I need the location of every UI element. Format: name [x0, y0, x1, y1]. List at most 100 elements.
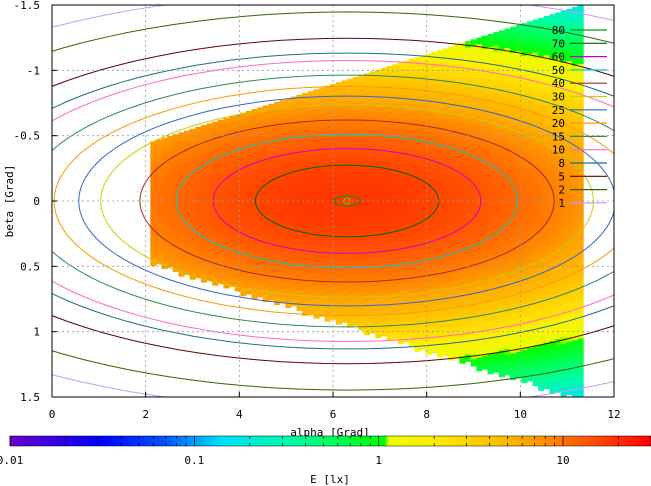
heat-cell — [526, 27, 534, 36]
heat-cell — [380, 152, 387, 160]
heat-cell — [481, 133, 489, 141]
heat-cell — [436, 232, 444, 241]
heat-cell — [245, 156, 253, 164]
heat-cell — [577, 338, 584, 346]
heat-cell — [352, 318, 359, 326]
heat-cell — [223, 124, 230, 132]
heat-cell — [414, 57, 421, 65]
heat-cell — [510, 46, 517, 54]
heat-cell — [375, 285, 382, 293]
heat-cell — [335, 186, 343, 194]
heat-cell — [375, 246, 382, 254]
heat-cell — [206, 234, 213, 242]
heat-cell — [375, 259, 382, 267]
heat-cell — [470, 287, 477, 295]
heat-cell — [425, 158, 432, 166]
heat-cell — [538, 128, 545, 137]
heat-cell — [307, 280, 314, 288]
heat-cell — [223, 268, 230, 276]
heat-cell — [161, 176, 168, 185]
heat-cell — [375, 154, 382, 162]
heat-cell — [302, 171, 309, 179]
heat-cell — [476, 305, 483, 313]
heat-cell — [538, 43, 545, 52]
heat-cell — [510, 26, 517, 34]
heat-cell — [408, 176, 416, 184]
heat-cell — [313, 272, 320, 280]
heat-cell — [414, 259, 421, 267]
heat-cell — [245, 130, 253, 138]
heat-cell — [465, 119, 472, 127]
heat-cell — [532, 222, 539, 230]
heat-cell — [465, 204, 472, 212]
heat-cell — [161, 150, 168, 158]
heat-cell — [481, 303, 489, 311]
heat-cell — [324, 157, 331, 165]
heat-cell — [425, 53, 432, 61]
heat-cell — [554, 12, 562, 20]
heat-cell — [386, 209, 393, 218]
heat-cell — [408, 85, 416, 93]
heat-cell — [577, 312, 584, 320]
heat-cell — [240, 269, 247, 277]
heat-cell — [178, 243, 185, 251]
heat-cell — [470, 209, 477, 217]
heat-cell — [408, 202, 416, 210]
heat-cell — [510, 59, 517, 67]
heat-cell — [397, 199, 404, 207]
colorbar-tick-label: 1 — [375, 454, 382, 467]
heat-cell — [577, 377, 584, 385]
heat-cell — [330, 155, 337, 164]
heat-cell — [195, 231, 202, 239]
heat-cell — [554, 169, 562, 177]
heat-cell — [442, 165, 449, 173]
heat-cell — [532, 104, 539, 112]
heat-cell — [543, 185, 550, 194]
heat-cell — [504, 322, 511, 330]
heat-cell — [498, 232, 506, 241]
heat-cell — [324, 190, 331, 198]
heat-cell — [324, 118, 331, 126]
heat-cell — [392, 319, 399, 327]
heat-cell — [189, 200, 196, 208]
heat-cell — [470, 78, 477, 86]
heat-cell — [448, 314, 455, 322]
heat-cell — [324, 164, 331, 172]
heat-cell — [403, 184, 410, 193]
contour-line-15 — [52, 74, 614, 328]
heat-cell — [313, 252, 320, 260]
heat-cell — [257, 211, 264, 219]
heat-cell — [414, 168, 421, 176]
heat-cell — [487, 40, 494, 48]
heat-cell — [549, 275, 556, 283]
heat-cell — [268, 286, 275, 294]
heat-cell — [397, 173, 404, 181]
heat-cell — [223, 242, 230, 250]
heat-cell — [493, 32, 500, 40]
heat-cell — [459, 232, 466, 240]
heat-cell — [453, 312, 461, 320]
heat-cell — [498, 49, 506, 58]
heat-cell — [436, 239, 444, 247]
heat-cell — [470, 183, 477, 191]
heat-cell — [476, 96, 483, 104]
heat-cell — [560, 285, 567, 293]
heat-cell — [504, 191, 511, 200]
heat-cell — [414, 325, 421, 333]
heat-cell — [380, 139, 387, 147]
heat-cell — [302, 151, 309, 159]
heat-cell — [560, 43, 567, 51]
heat-cell — [442, 80, 449, 89]
heat-cell — [369, 78, 376, 86]
heat-cell — [577, 168, 584, 176]
heat-cell — [487, 229, 494, 238]
heat-cell — [155, 178, 163, 186]
heat-cell — [392, 110, 399, 118]
heat-cell — [493, 123, 500, 131]
heat-cell — [566, 198, 573, 206]
heat-cell — [229, 227, 236, 235]
heat-cell — [560, 213, 567, 221]
heat-cell — [161, 203, 168, 211]
heat-cell — [554, 339, 562, 347]
heat-cell — [442, 289, 449, 298]
